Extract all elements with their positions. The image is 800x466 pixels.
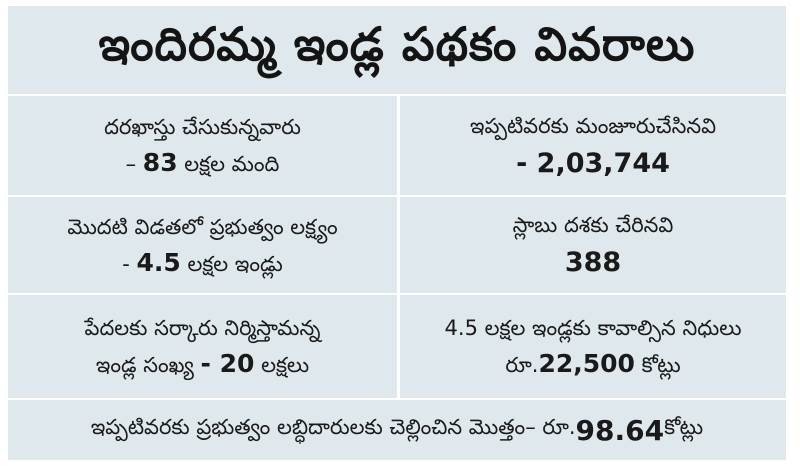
stat-cell-slab-stage: స్లాబు దశకు చేరినవి 388 (400, 197, 786, 293)
stat-cell-promised-houses: పేదలకు సర్కారు నిర్మిస్తామన్న ఇండ్ల సంఖ్… (8, 295, 397, 398)
stat-number: 4.5 (136, 247, 181, 277)
stat-label: ఇప్పటివరకు మంజూరుచేసినవి (469, 113, 717, 138)
stat-suffix: లక్షలు (254, 353, 310, 377)
stat-number: - 2,03,744 (516, 147, 670, 179)
stat-prefix: – (125, 152, 143, 176)
stat-label: మొదటి విడతలో ప్రభుత్వం లక్ష్యం (67, 214, 338, 239)
divider (8, 398, 786, 400)
stat-label: 4.5 లక్షల ఇండ్లకు కావాల్సిన నిధులు (444, 316, 742, 340)
stat-label: పేదలకు సర్కారు నిర్మిస్తామన్న (84, 316, 321, 340)
stat-prefix: - (122, 251, 137, 276)
info-card: ఇందిరమ్మ ఇండ్ల పథకం వివరాలు దరఖాస్తు చేస… (8, 6, 786, 460)
stat-cell-funds-needed: 4.5 లక్షల ఇండ్లకు కావాల్సిన నిధులు రూ.22… (400, 295, 786, 398)
stat-prefix: రూ. (505, 353, 539, 377)
footer-total-paid: ఇప్పటివరకు ప్రభుత్వం లబ్ధిదారులకు చెల్లి… (8, 400, 786, 460)
stat-number: 388 (564, 247, 622, 278)
stat-cell-sanctioned: ఇప్పటివరకు మంజూరుచేసినవి - 2,03,744 (400, 96, 786, 195)
stat-label: స్లాబు దశకు చేరినవి (512, 213, 674, 237)
stat-suffix: లక్షల మంది (177, 152, 280, 176)
footer-suffix: కోట్లు (664, 415, 704, 439)
stat-value-line: – 83 లక్షల మంది (126, 145, 280, 182)
card-title: ఇందిరమ్మ ఇండ్ల పథకం వివరాలు (98, 17, 696, 71)
stat-prefix: ఇండ్ల సంఖ్య (95, 353, 201, 377)
stat-number: 22,500 (538, 349, 635, 378)
stat-cell-target: మొదటి విడతలో ప్రభుత్వం లక్ష్యం - 4.5 లక్… (8, 197, 397, 293)
stat-cell-applicants: దరఖాస్తు చేసుకున్నవారు – 83 లక్షల మంది (8, 96, 397, 195)
stat-value-line: - 4.5 లక్షల ఇండ్లు (122, 245, 283, 282)
stat-suffix: లక్షల ఇండ్లు (180, 251, 283, 276)
column-divider (397, 96, 400, 398)
stat-value-line: రూ.22,500 కోట్లు (505, 346, 680, 383)
stat-number: - 20 (200, 349, 255, 378)
stat-value-line: ఇండ్ల సంఖ్య - 20 లక్షలు (96, 346, 309, 383)
stat-label: దరఖాస్తు చేసుకున్నవారు (104, 115, 301, 139)
stat-number: 83 (142, 148, 178, 177)
divider (8, 94, 786, 96)
footer-number: 98.64 (575, 413, 665, 447)
stat-suffix: కోట్లు (634, 353, 681, 377)
footer-prefix: ఇప్పటివరకు ప్రభుత్వం లబ్ధిదారులకు చెల్లి… (90, 415, 576, 439)
